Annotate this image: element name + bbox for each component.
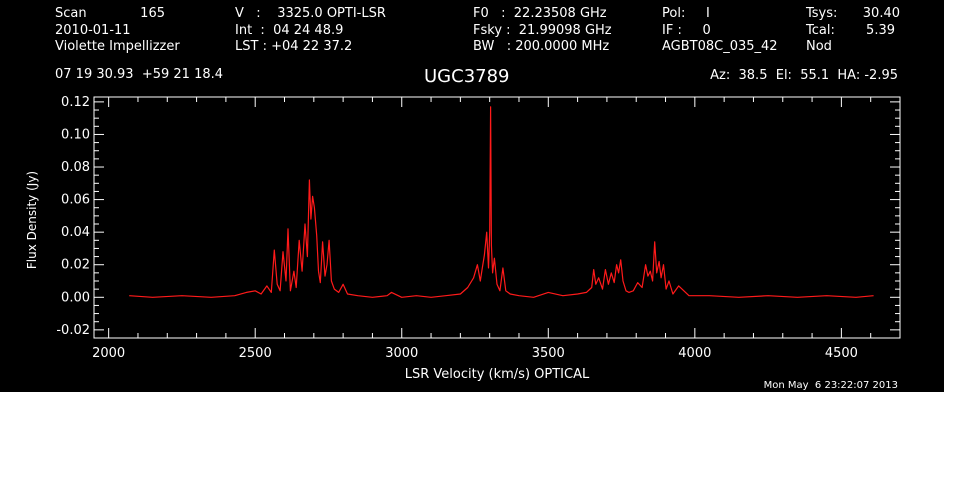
- plot-panel: Scan 165 2010-01-11 Violette Impellizzer…: [0, 0, 944, 392]
- x-tick-label: 4500: [825, 346, 858, 361]
- plot-frame: [93, 96, 901, 339]
- spectrum-chart: 2000 2500 3000 3500 4000 4500 -0.02 0.00 0.02 0.0…: [25, 95, 901, 382]
- x-tick-label: 3500: [532, 346, 565, 361]
- y-tick-label: 0.10: [61, 127, 90, 142]
- y-tick-label: 0.12: [61, 95, 90, 110]
- tsys-label: Tsys:: [806, 6, 838, 21]
- y-tick-label: -0.02: [56, 323, 90, 338]
- switching-mode: Nod: [806, 39, 832, 54]
- axes-group: [93, 96, 901, 339]
- lst-readout: LST : +04 22 37.2: [235, 39, 353, 54]
- observer-name: Violette Impellizzer: [55, 39, 180, 54]
- x-tick-label: 4000: [678, 346, 711, 361]
- scan-number: 165: [140, 6, 165, 21]
- source-name-title: UGC3789: [424, 66, 510, 87]
- project-id: AGBT08C_035_42: [662, 39, 778, 54]
- integration-time: Int : 04 24 48.9: [235, 23, 344, 38]
- ticks-group: 2000 2500 3000 3500 4000 4500 -0.02 0.00 0.02 0.0…: [56, 95, 900, 361]
- spectrum-trace: [129, 106, 874, 298]
- x-tick-label: 2000: [92, 346, 125, 361]
- y-tick-label: 0.02: [61, 258, 90, 273]
- pointing-readout: Az: 38.5 El: 55.1 HA: -2.95: [710, 68, 898, 83]
- polarization: Pol: I: [662, 6, 710, 21]
- scan-label: Scan: [55, 6, 87, 21]
- rest-frequency: F0 : 22.23508 GHz: [473, 6, 607, 21]
- source-coordinates: 07 19 30.93 +59 21 18.4: [55, 67, 224, 82]
- x-axis-label: LSR Velocity (km/s) OPTICAL: [405, 367, 590, 382]
- tsys-value: 30.40: [862, 6, 900, 21]
- y-axis-label: Flux Density (Jy): [25, 171, 39, 269]
- bandwidth: BW : 200.0000 MHz: [473, 39, 610, 54]
- sky-frequency: Fsky : 21.99098 GHz: [473, 23, 612, 38]
- tcal-label: Tcal:: [806, 23, 835, 38]
- x-tick-label: 3000: [385, 346, 418, 361]
- tcal-value: 5.39: [866, 23, 895, 38]
- trace-group: [129, 106, 874, 298]
- x-tick-label: 2500: [239, 346, 272, 361]
- y-tick-label: 0.04: [61, 225, 90, 240]
- plot-timestamp: Mon May 6 23:22:07 2013: [763, 380, 898, 391]
- y-tick-label: 0.00: [61, 290, 90, 305]
- velocity-readout: V : 3325.0 OPTI-LSR: [235, 6, 386, 21]
- if-number: IF : 0: [662, 23, 711, 38]
- observation-date: 2010-01-11: [55, 23, 131, 38]
- y-tick-label: 0.06: [61, 193, 90, 208]
- y-tick-label: 0.08: [61, 160, 90, 175]
